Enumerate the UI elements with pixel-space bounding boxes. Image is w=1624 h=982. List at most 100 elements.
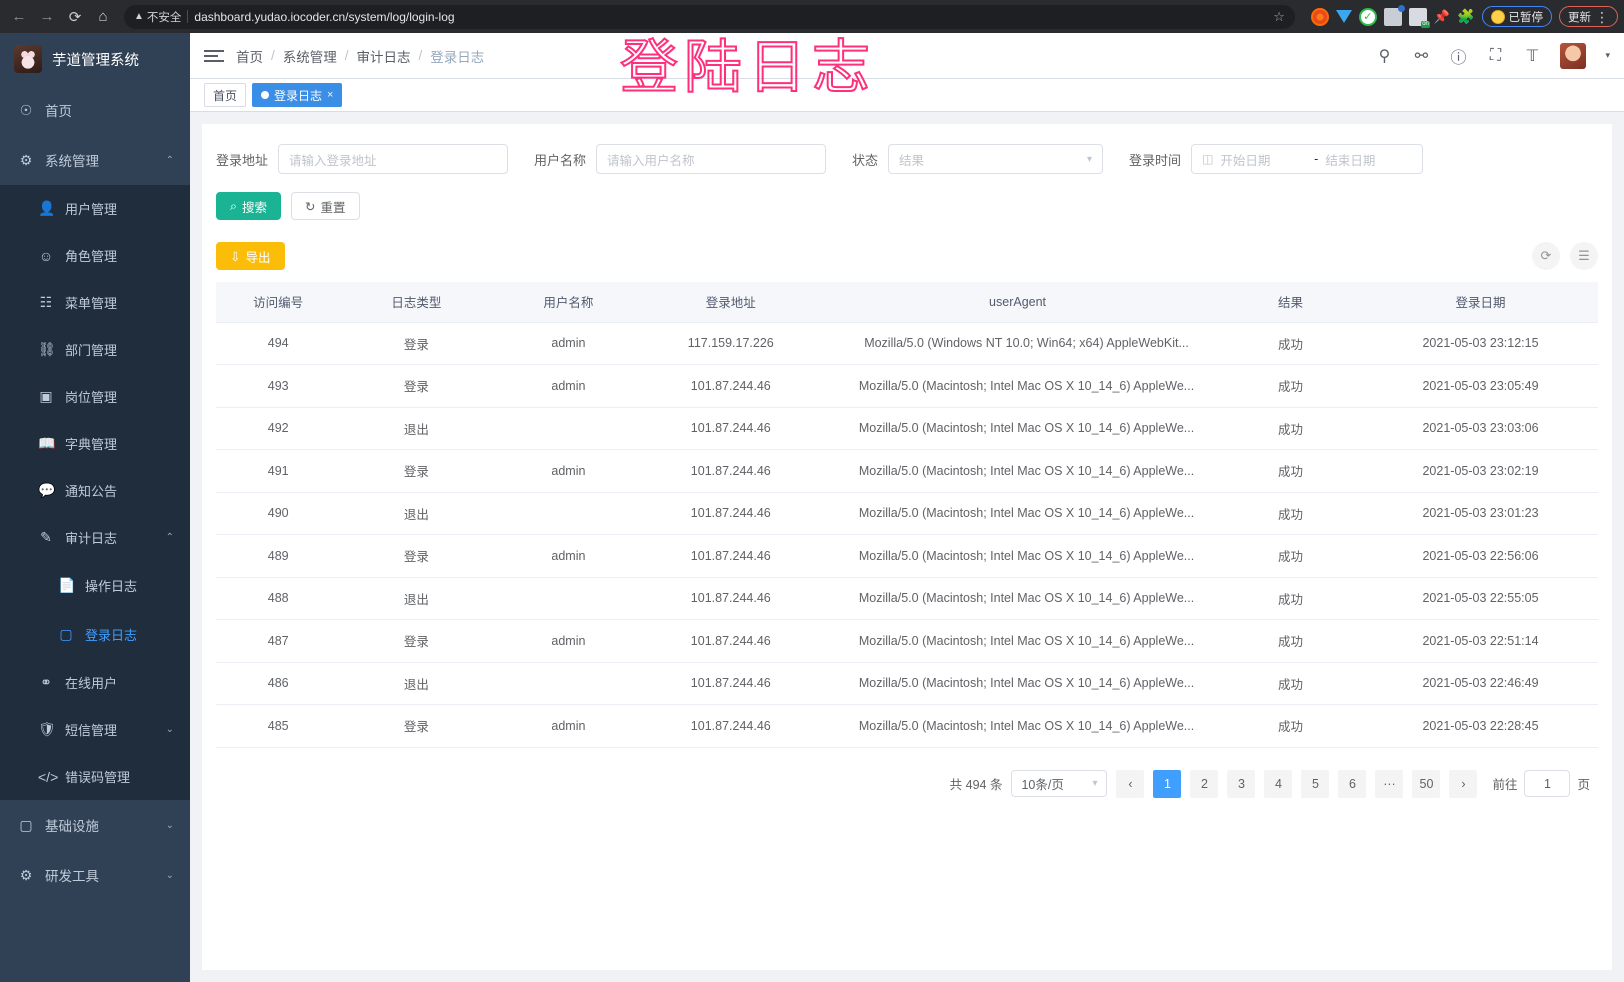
pagination-page-button[interactable]: 3 (1227, 769, 1256, 798)
column-header-ip[interactable]: 登录地址 (644, 282, 818, 323)
sidebar-logo[interactable]: 芋道管理系统 (0, 33, 190, 85)
font-size-icon[interactable]: 𝕋 (1526, 47, 1539, 65)
profile-paused-pill[interactable]: 已暂停 (1481, 6, 1552, 27)
sidebar-item-user-mgmt[interactable]: 👤 用户管理 (0, 185, 190, 232)
pagination-ellipsis[interactable]: ··· (1375, 769, 1404, 798)
breadcrumb-item-home[interactable]: 首页 (236, 49, 263, 65)
table-row[interactable]: 491 登录 admin 101.87.244.46 Mozilla/5.0 (Maci… (216, 449, 1598, 493)
pagination-page-button[interactable]: 2 (1190, 769, 1219, 798)
cell-useragent: Mozilla/5.0 (Macintosh; Intel Mac OS X 1… (817, 704, 1218, 748)
table-row[interactable]: 492 退出 101.87.244.46 Mozilla/5.0 (Macintosh… (216, 407, 1598, 450)
extensions-puzzle-icon[interactable]: 🧩 (1457, 8, 1475, 24)
github-icon[interactable]: ⚯ (1414, 47, 1429, 65)
page-size-select[interactable]: 10条/页 ▾ (1011, 770, 1108, 797)
tag-label: 首页 (213, 88, 238, 103)
extension-diamond-icon[interactable] (1335, 10, 1352, 23)
cell-date: 2021-05-03 23:01:23 (1363, 492, 1598, 535)
tag-login-log[interactable]: 登录日志 × (252, 83, 343, 107)
table-row[interactable]: 493 登录 admin 101.87.244.46 Mozilla/5.0 (Maci… (216, 364, 1598, 408)
chevron-down-icon[interactable]: ▾ (1605, 50, 1610, 60)
column-header-result[interactable]: 结果 (1217, 282, 1364, 323)
fullscreen-icon[interactable]: ⛶ (1489, 46, 1502, 64)
cell-id: 491 (216, 449, 341, 493)
pagination-next-button[interactable]: › (1449, 769, 1478, 798)
status-select[interactable]: 结果 ▾ (888, 144, 1104, 174)
date-range-picker[interactable]: ◫ 开始日期 - 结束日期 (1191, 144, 1424, 174)
sidebar-item-role-mgmt[interactable]: ☺ 角色管理 (0, 232, 190, 279)
sidebar-item-notice[interactable]: 💬 通知公告 (0, 467, 190, 514)
column-settings-icon[interactable]: ☰ (1570, 242, 1598, 270)
pagination-page-button[interactable]: 6 (1338, 769, 1367, 798)
field-label: 登录地址 (216, 152, 269, 168)
sidebar-item-dept-mgmt[interactable]: ⛓ 部门管理 (0, 326, 190, 373)
update-pill[interactable]: 更新 ⋮ (1559, 6, 1618, 27)
cell-useragent: Mozilla/5.0 (Macintosh; Intel Mac OS X 1… (817, 449, 1218, 493)
table-row[interactable]: 485 登录 admin 101.87.244.46 Mozilla/5.0 (Maci… (216, 704, 1598, 748)
breadcrumb-item-system[interactable]: 系统管理 (282, 49, 337, 65)
column-header-user[interactable]: 用户名称 (492, 282, 645, 323)
search-button[interactable]: ⌕ 搜索 (216, 192, 282, 220)
extension-notes-icon[interactable] (1383, 4, 1405, 26)
table-row[interactable]: 490 退出 101.87.244.46 Mozilla/5.0 (Macintosh… (216, 492, 1598, 535)
pagination-prev-button[interactable]: ‹ (1116, 769, 1145, 798)
forward-icon[interactable]: → (39, 8, 55, 25)
sidebar-item-dev-tools[interactable]: ⚙ 研发工具 ⌄ (0, 850, 190, 900)
table-row[interactable]: 488 退出 101.87.244.46 Mozilla/5.0 (Macintosh… (216, 577, 1598, 620)
sidebar-item-online-user[interactable]: ⚭ 在线用户 (0, 659, 190, 706)
help-icon[interactable]: ⓘ (1450, 49, 1467, 67)
not-secure-badge[interactable]: ▲ 不安全 (134, 9, 181, 25)
tag-home[interactable]: 首页 (204, 83, 247, 107)
sidebar-item-menu-mgmt[interactable]: ☷ 菜单管理 (0, 279, 190, 326)
sidebar-item-infra[interactable]: ▢ 基础设施 ⌄ (0, 800, 190, 850)
column-header-date[interactable]: 登录日期 (1363, 282, 1598, 323)
search-icon[interactable]: ⚲ (1378, 47, 1391, 65)
table-row[interactable]: 486 退出 101.87.244.46 Mozilla/5.0 (Macintosh… (216, 662, 1598, 705)
reset-button[interactable]: ↻ 重置 (291, 192, 360, 220)
sidebar-item-system[interactable]: ⚙ 系统管理 ⌃ (0, 135, 190, 185)
table-row[interactable]: 487 登录 admin 101.87.244.46 Mozilla/5.0 (Maci… (216, 619, 1598, 663)
goto-page-input[interactable]: 1 (1524, 770, 1571, 797)
sidebar-item-error-code[interactable]: </> 错误码管理 (0, 753, 190, 800)
username-input[interactable]: 请输入用户名称 (596, 144, 827, 174)
tool-icon: ⚙ (19, 866, 33, 883)
column-header-id[interactable]: 访问编号 (216, 282, 341, 323)
table-row[interactable]: 489 登录 admin 101.87.244.46 Mozilla/5.0 (Maci… (216, 534, 1598, 578)
login-ip-input[interactable]: 请输入登录地址 (278, 144, 509, 174)
pagination-page-button[interactable]: 50 (1412, 769, 1441, 798)
sidebar-item-audit-log[interactable]: ✎ 审计日志 ⌃ (0, 514, 190, 561)
sidebar-item-home[interactable]: ☉ 首页 (0, 85, 190, 135)
extension-switch-icon[interactable] (1408, 7, 1430, 28)
sidebar-toggle-icon[interactable] (204, 49, 224, 62)
pagination-page-button[interactable]: 4 (1264, 769, 1293, 798)
pagination-page-button[interactable]: 5 (1301, 769, 1330, 798)
sidebar-item-post-mgmt[interactable]: ▣ 岗位管理 (0, 373, 190, 420)
table-row[interactable]: 494 登录 admin 117.159.17.226 Mozilla/5.0 (Win… (216, 322, 1598, 365)
sidebar-item-sms-mgmt[interactable]: 🛡 短信管理 ⌄ (0, 706, 190, 753)
org-icon: ⛓ (38, 341, 56, 357)
sidebar-item-dict-mgmt[interactable]: 📖 字典管理 (0, 420, 190, 467)
browser-menu-icon[interactable]: ⋮ (1595, 8, 1609, 25)
sidebar-item-label: 岗位管理 (65, 390, 118, 405)
back-icon[interactable]: ← (11, 8, 27, 25)
download-icon: ⇩ (230, 249, 241, 264)
column-header-useragent[interactable]: userAgent (817, 282, 1218, 323)
close-icon[interactable]: × (327, 89, 334, 101)
export-button[interactable]: ⇩ 导出 (216, 242, 285, 270)
extension-orange-icon[interactable] (1310, 7, 1329, 26)
extension-pin-icon[interactable]: 📌 (1433, 8, 1451, 24)
home-icon[interactable]: ⌂ (98, 8, 108, 25)
input-placeholder: 请输入登录地址 (289, 153, 377, 168)
extension-wechat-icon[interactable]: ✓ (1358, 7, 1377, 26)
sidebar-item-login-log[interactable]: ▢ 登录日志 (0, 610, 190, 659)
page-content: 登录地址 请输入登录地址 用户名称 请输入用户名称 状态 (190, 112, 1624, 982)
refresh-icon[interactable]: ⟳ (1532, 242, 1560, 270)
breadcrumb-item-audit[interactable]: 审计日志 (356, 49, 411, 65)
avatar[interactable] (1560, 42, 1587, 69)
address-bar[interactable]: ▲ 不安全 dashboard.yudao.iocoder.cn/system/… (124, 4, 1295, 29)
pagination-page-button[interactable]: 1 (1153, 769, 1182, 798)
column-header-type[interactable]: 日志类型 (340, 282, 493, 323)
bookmark-star-icon[interactable]: ☆ (1273, 8, 1285, 24)
content-card: 登录地址 请输入登录地址 用户名称 请输入用户名称 状态 (202, 124, 1612, 970)
reload-icon[interactable]: ⟳ (68, 8, 82, 26)
sidebar-item-operate-log[interactable]: 📄 操作日志 (0, 561, 190, 610)
